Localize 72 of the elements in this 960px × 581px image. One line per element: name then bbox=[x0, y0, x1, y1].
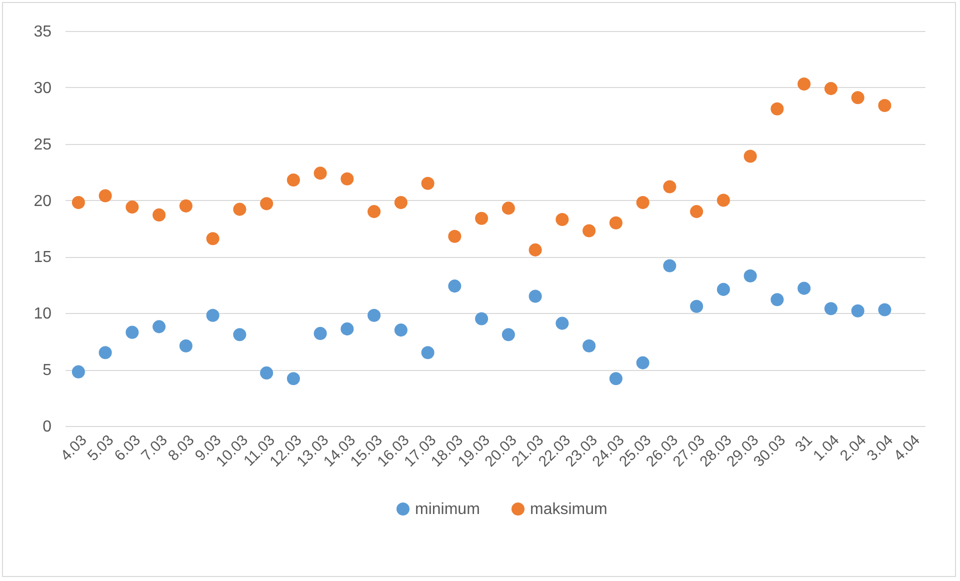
point bbox=[878, 303, 892, 316]
point bbox=[421, 346, 434, 360]
y-tick-label: 0 bbox=[42, 418, 52, 436]
point bbox=[770, 102, 784, 116]
point bbox=[340, 172, 354, 186]
point bbox=[663, 180, 676, 194]
point bbox=[770, 293, 784, 306]
point bbox=[716, 194, 730, 207]
point bbox=[206, 232, 220, 246]
point bbox=[126, 200, 139, 214]
point bbox=[368, 308, 381, 322]
point bbox=[744, 150, 757, 163]
point bbox=[340, 322, 354, 336]
point bbox=[72, 365, 85, 378]
point bbox=[448, 230, 462, 243]
point bbox=[609, 372, 622, 386]
point bbox=[798, 282, 811, 295]
point bbox=[421, 176, 434, 190]
point bbox=[851, 304, 864, 318]
point bbox=[286, 173, 300, 186]
y-tick-label: 20 bbox=[34, 192, 52, 210]
point bbox=[582, 224, 596, 238]
point bbox=[636, 196, 650, 210]
legend-label: minimum bbox=[415, 501, 480, 518]
point bbox=[179, 199, 192, 212]
point bbox=[690, 300, 704, 313]
point bbox=[528, 290, 542, 303]
point bbox=[475, 212, 488, 225]
point bbox=[394, 196, 408, 210]
point bbox=[126, 326, 139, 339]
point bbox=[72, 196, 85, 210]
point bbox=[394, 324, 408, 337]
point bbox=[556, 212, 569, 226]
point bbox=[798, 78, 811, 91]
legend-label: maksimum bbox=[530, 501, 608, 518]
point bbox=[851, 91, 864, 104]
point bbox=[636, 356, 650, 370]
point bbox=[475, 312, 488, 326]
point bbox=[233, 328, 246, 342]
point bbox=[716, 282, 730, 296]
point bbox=[690, 205, 704, 218]
y-tick-label: 15 bbox=[34, 249, 52, 266]
point bbox=[448, 280, 462, 293]
y-tick-label: 30 bbox=[34, 80, 52, 97]
point bbox=[260, 197, 274, 210]
y-tick-label: 5 bbox=[42, 362, 52, 380]
point bbox=[582, 339, 596, 352]
point bbox=[314, 326, 327, 340]
y-tick-label: 10 bbox=[34, 306, 52, 323]
point bbox=[824, 82, 838, 96]
point bbox=[179, 339, 192, 352]
point bbox=[260, 366, 274, 380]
point bbox=[286, 372, 300, 386]
point bbox=[878, 98, 892, 112]
point bbox=[314, 166, 327, 180]
point bbox=[233, 202, 246, 216]
point bbox=[663, 259, 676, 272]
point bbox=[528, 243, 542, 256]
point bbox=[206, 308, 220, 322]
point bbox=[152, 208, 166, 222]
point bbox=[556, 316, 569, 330]
point bbox=[368, 205, 381, 218]
point bbox=[502, 202, 515, 215]
point bbox=[744, 269, 757, 282]
y-tick-label: 35 bbox=[34, 24, 52, 40]
point bbox=[98, 189, 112, 202]
point bbox=[502, 328, 515, 342]
y-tick-label: 25 bbox=[34, 136, 52, 154]
point bbox=[152, 320, 166, 334]
point bbox=[609, 216, 622, 230]
point bbox=[824, 302, 838, 316]
point bbox=[98, 346, 112, 360]
